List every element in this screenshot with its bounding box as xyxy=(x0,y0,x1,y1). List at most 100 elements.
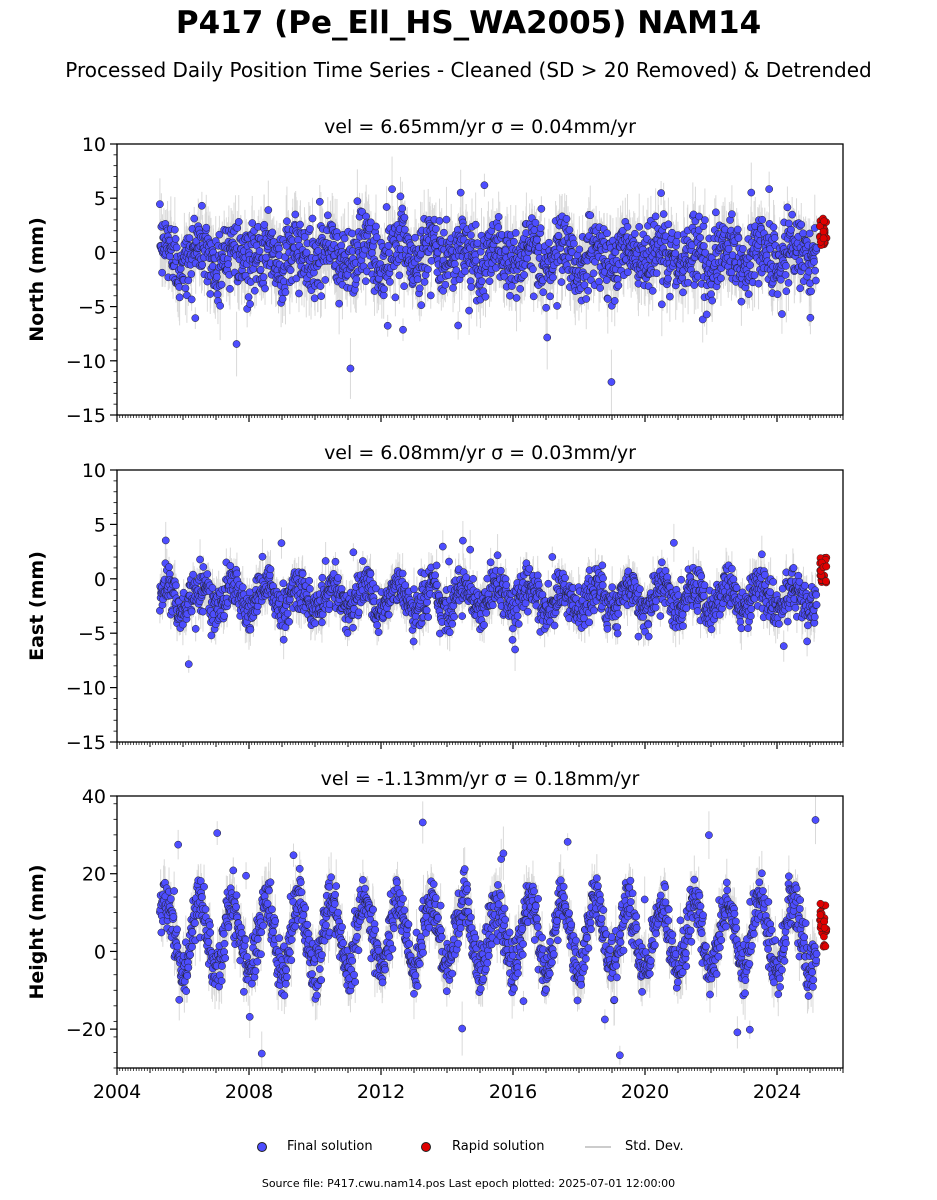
final-point xyxy=(787,225,795,234)
final-point xyxy=(441,280,450,289)
final-point xyxy=(386,278,394,286)
final-point xyxy=(417,301,426,309)
chart-subtitle: Processed Daily Position Time Series - C… xyxy=(65,58,872,82)
final-point xyxy=(602,276,611,284)
final-point xyxy=(695,212,703,221)
final-point xyxy=(291,210,300,219)
final-point xyxy=(520,271,529,279)
final-point xyxy=(812,276,820,285)
final-point xyxy=(383,321,392,330)
final-point xyxy=(562,214,571,223)
final-point xyxy=(234,218,243,226)
final-point xyxy=(607,378,616,386)
final-point xyxy=(699,242,708,250)
final-point xyxy=(215,230,224,239)
final-point xyxy=(613,275,622,283)
final-point xyxy=(472,256,480,265)
final-point xyxy=(596,284,604,292)
final-point xyxy=(533,235,541,244)
final-point xyxy=(553,302,561,310)
final-point xyxy=(807,287,815,296)
final-point xyxy=(300,232,309,241)
final-point xyxy=(545,238,553,247)
final-point xyxy=(510,237,518,246)
final-point xyxy=(337,241,346,250)
final-point xyxy=(442,215,451,224)
final-point xyxy=(296,220,304,229)
final-point xyxy=(648,286,657,295)
final-point xyxy=(565,226,574,234)
final-point xyxy=(372,222,380,231)
final-point xyxy=(501,246,510,255)
y-tick-label: 0 xyxy=(94,242,106,264)
final-point xyxy=(471,220,480,229)
panel-title: vel = 6.08mm/yr σ = 0.03mm/yr xyxy=(324,442,636,464)
final-point xyxy=(396,192,405,201)
final-point xyxy=(810,257,818,266)
final-point xyxy=(198,201,206,210)
final-point xyxy=(796,284,805,293)
final-point xyxy=(679,288,687,297)
plot-area xyxy=(156,156,831,415)
final-point xyxy=(388,185,396,193)
final-point xyxy=(181,284,190,293)
final-point xyxy=(721,225,729,234)
final-point xyxy=(481,292,490,301)
final-point xyxy=(539,288,548,297)
final-point xyxy=(456,188,465,197)
final-point xyxy=(657,300,666,309)
final-point xyxy=(171,235,180,243)
final-point xyxy=(268,228,277,237)
final-point xyxy=(206,290,215,298)
final-point xyxy=(782,262,790,270)
final-point xyxy=(255,247,264,255)
rapid-point xyxy=(816,222,824,231)
final-point xyxy=(554,231,563,240)
plot-area xyxy=(156,521,831,673)
final-point xyxy=(811,266,819,275)
final-point xyxy=(295,289,303,298)
final-point xyxy=(769,223,778,232)
final-point xyxy=(283,217,291,226)
final-point xyxy=(671,249,680,258)
final-point xyxy=(158,268,166,277)
final-point xyxy=(250,286,259,295)
final-point xyxy=(657,189,665,197)
final-point xyxy=(398,204,407,213)
final-point xyxy=(172,243,181,252)
final-point xyxy=(175,293,184,302)
final-point xyxy=(701,216,709,224)
final-point xyxy=(440,228,448,237)
final-point xyxy=(454,321,462,330)
final-point xyxy=(449,284,457,292)
final-point xyxy=(191,314,200,322)
rapid-point xyxy=(819,234,828,243)
final-point xyxy=(776,275,785,284)
y-tick-label: 10 xyxy=(82,134,106,156)
final-point xyxy=(696,233,705,242)
final-point xyxy=(788,210,796,219)
final-point xyxy=(415,284,424,293)
final-point xyxy=(187,295,196,304)
final-point xyxy=(202,223,211,232)
final-point xyxy=(432,225,440,233)
final-point xyxy=(198,260,207,269)
final-point xyxy=(570,239,578,248)
final-point xyxy=(750,271,759,280)
final-point xyxy=(480,181,489,190)
final-point xyxy=(395,271,404,280)
final-point xyxy=(542,303,550,312)
final-point xyxy=(557,278,566,286)
rapid-point xyxy=(820,217,828,226)
final-point xyxy=(278,295,287,303)
final-point xyxy=(400,282,408,290)
final-point xyxy=(546,292,554,301)
final-point xyxy=(485,277,494,286)
final-point xyxy=(361,277,370,286)
final-point xyxy=(701,248,710,257)
final-point xyxy=(286,266,295,275)
final-point xyxy=(323,211,332,220)
final-point xyxy=(734,234,743,242)
final-point xyxy=(580,281,589,289)
